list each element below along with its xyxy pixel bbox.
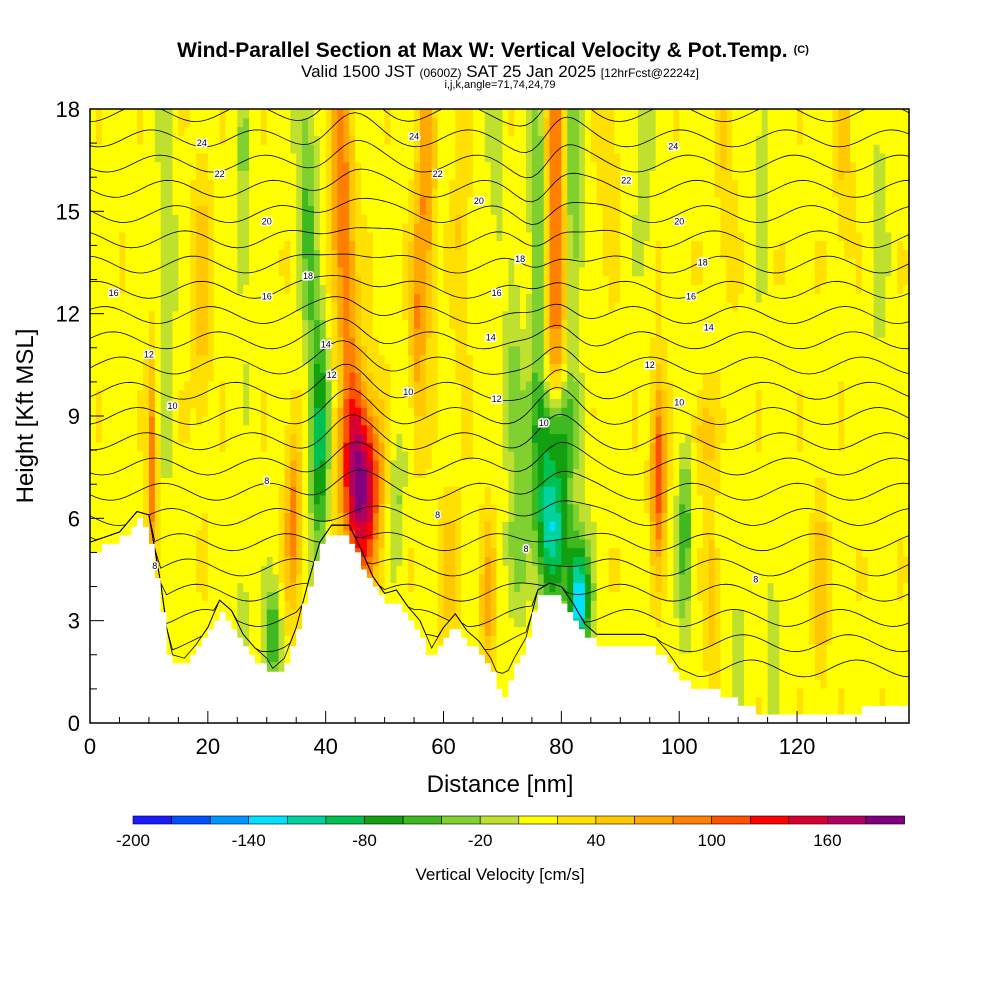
colorbar-swatch <box>865 815 905 825</box>
colorbar-tick-label: 100 <box>698 831 726 850</box>
theta-contour-label: 18 <box>515 254 525 264</box>
y-axis: 0 3 6 9 12 15 18 <box>56 97 104 736</box>
theta-contour-labels: 24 22 20 18 16 16 14 12 12 10 10 8 8 24 22 20 18 16 14 12 10… <box>107 130 760 586</box>
theta-contour-label: 20 <box>474 196 484 206</box>
y-tick-label: 12 <box>56 302 80 327</box>
theta-contour-label: 16 <box>686 292 696 302</box>
x-axis-label: Distance [nm] <box>427 771 574 798</box>
theta-contour-label: 8 <box>753 575 758 585</box>
theta-contour-label: 20 <box>674 217 684 227</box>
colorbar-swatch <box>132 815 172 825</box>
colorbar-swatch <box>402 815 443 825</box>
colorbar-swatch <box>749 815 790 825</box>
theta-contour-label: 20 <box>262 217 272 227</box>
colorbar-swatch <box>788 815 828 825</box>
theta-contour-label: 12 <box>327 370 337 380</box>
colorbar-swatch <box>286 815 327 825</box>
theta-contour-label: 14 <box>486 333 496 343</box>
colorbar-swatch <box>209 815 250 825</box>
colorbar-swatch <box>557 815 597 825</box>
x-tick-label: 40 <box>313 734 337 759</box>
theta-contour-label: 16 <box>262 292 272 302</box>
y-tick-label: 18 <box>56 97 80 122</box>
theta-contour-label: 22 <box>215 169 225 179</box>
y-tick-label: 0 <box>68 711 80 736</box>
colorbar-swatch <box>827 815 867 825</box>
colorbar-tick-label: -200 <box>116 831 150 850</box>
theta-contour-label: 12 <box>144 350 154 360</box>
colorbar-tick-label: -20 <box>468 831 493 850</box>
colorbar: -200 -140 -80 -20 40 100 160 <box>116 815 905 850</box>
colorbar-swatch <box>711 815 751 825</box>
colorbar-tick-label: 160 <box>813 831 841 850</box>
chart-title: Wind-Parallel Section at Max W: Vertical… <box>177 39 809 62</box>
x-tick-label: 60 <box>431 734 455 759</box>
colorbar-swatch <box>364 815 404 825</box>
x-tick-label: 80 <box>549 734 573 759</box>
theta-contour-label: 10 <box>167 401 177 411</box>
chart-subtitle: Valid 1500 JST (0600Z) SAT 25 Jan 2025 [… <box>301 62 699 81</box>
theta-contour-label: 18 <box>698 258 708 268</box>
colorbar-swatch <box>595 815 635 825</box>
theta-contour-label: 14 <box>704 322 714 332</box>
y-tick-label: 3 <box>68 609 80 634</box>
theta-contour-label: 24 <box>409 131 419 141</box>
x-tick-label: 100 <box>661 734 698 759</box>
colorbar-swatch <box>518 815 558 825</box>
colorbar-swatch <box>248 815 288 825</box>
y-tick-label: 6 <box>68 506 80 531</box>
theta-contour-label: 24 <box>197 138 207 148</box>
chart-subtitle-indices: i,j,k,angle=71,74,24,79 <box>444 79 555 91</box>
colorbar-swatch <box>672 815 712 825</box>
y-axis-label: Height [Kft MSL] <box>12 329 39 504</box>
colorbar-label: Vertical Velocity [cm/s] <box>415 865 584 884</box>
theta-contour-label: 22 <box>433 169 443 179</box>
terrain-mask <box>90 518 909 723</box>
colorbar-swatch <box>634 815 674 825</box>
y-tick-label: 15 <box>56 199 80 224</box>
theta-contour-label: 8 <box>152 561 157 571</box>
x-tick-label: 120 <box>779 734 816 759</box>
x-axis: 0 20 40 60 80 100 120 <box>84 711 886 759</box>
copyright-mark: (C) <box>794 44 810 56</box>
x-tick-label: 20 <box>196 734 220 759</box>
theta-contour-label: 22 <box>621 176 631 186</box>
theta-contour-label: 8 <box>264 476 269 486</box>
x-tick-label: 0 <box>84 734 96 759</box>
theta-contour-label: 16 <box>492 288 502 298</box>
colorbar-swatch <box>325 815 365 825</box>
theta-contour-label: 10 <box>674 397 684 407</box>
y-tick-label: 9 <box>68 404 80 429</box>
theta-contour-label: 18 <box>303 271 313 281</box>
colorbar-swatch <box>171 815 211 825</box>
theta-contour-label: 24 <box>668 142 678 152</box>
theta-contours <box>90 109 909 678</box>
theta-contour-label: 16 <box>109 288 119 298</box>
theta-contour-label: 8 <box>435 510 440 520</box>
colorbar-tick-label: -140 <box>232 831 266 850</box>
theta-contour-label: 12 <box>492 394 502 404</box>
theta-contour-label: 14 <box>321 339 331 349</box>
colorbar-swatch <box>441 815 481 825</box>
colorbar-tick-label: 40 <box>586 831 605 850</box>
theta-contour-label: 10 <box>403 387 413 397</box>
theta-contour-label: 12 <box>645 360 655 370</box>
colorbar-swatch <box>479 815 520 825</box>
theta-contour-label: 10 <box>539 418 549 428</box>
colorbar-tick-label: -80 <box>352 831 377 850</box>
theta-contour-label: 8 <box>523 544 528 554</box>
